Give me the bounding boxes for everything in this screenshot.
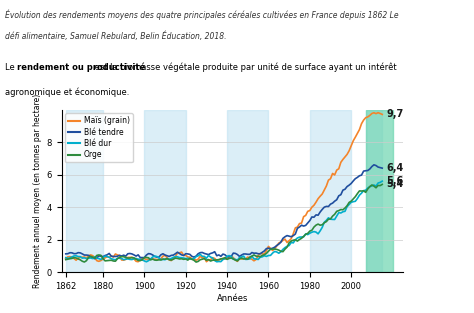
Text: 9,7: 9,7 bbox=[386, 110, 403, 120]
Bar bbox=[227, 110, 268, 272]
Bar bbox=[310, 110, 351, 272]
Text: est la biomasse végétale produite par unité de surface ayant un intérêt: est la biomasse végétale produite par un… bbox=[92, 63, 397, 72]
X-axis label: Années: Années bbox=[217, 294, 248, 303]
Text: 6,4: 6,4 bbox=[386, 163, 403, 173]
Y-axis label: Rendement annuel moyen (en tonnes par hectare): Rendement annuel moyen (en tonnes par he… bbox=[33, 94, 42, 288]
Bar bbox=[66, 110, 103, 272]
Text: rendement ou productivité: rendement ou productivité bbox=[17, 63, 145, 72]
Text: 5,6: 5,6 bbox=[386, 176, 403, 186]
Text: défi alimentaire, Samuel Rebulard, Belin Éducation, 2018.: défi alimentaire, Samuel Rebulard, Belin… bbox=[5, 31, 226, 41]
Legend: Maïs (grain), Blé tendre, Blé dur, Orge: Maïs (grain), Blé tendre, Blé dur, Orge bbox=[65, 113, 133, 162]
Text: Le: Le bbox=[5, 63, 17, 72]
Bar bbox=[145, 110, 186, 272]
Text: 5,4: 5,4 bbox=[386, 179, 403, 189]
Text: agronomique et économique.: agronomique et économique. bbox=[5, 88, 129, 97]
Bar bbox=[365, 110, 392, 272]
Text: Évolution des rendements moyens des quatre principales céréales cultivées en Fra: Évolution des rendements moyens des quat… bbox=[5, 9, 398, 20]
Bar bbox=[365, 110, 382, 272]
